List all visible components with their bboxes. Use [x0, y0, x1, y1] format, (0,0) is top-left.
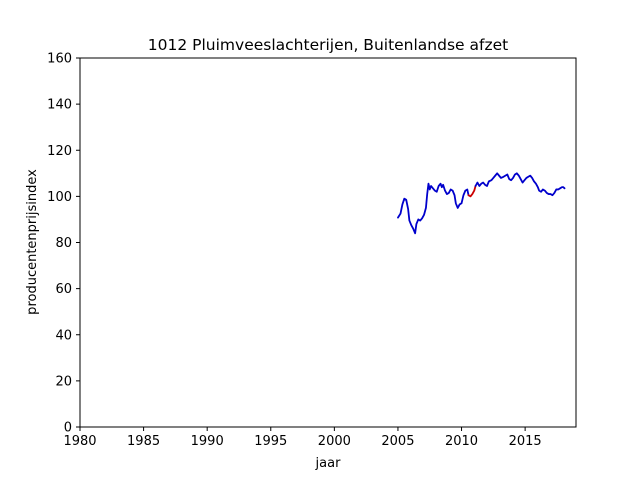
x-axis-title: jaar — [315, 456, 342, 471]
series-layer — [397, 172, 566, 235]
x-axis-ticks: 1980 1985 1990 1995 2000 2005 2010 2015 — [63, 427, 542, 449]
x-tick-label: 1980 — [63, 434, 96, 449]
series-line-2 — [467, 185, 477, 198]
plot-frame — [80, 58, 576, 427]
series-line-1 — [397, 182, 470, 235]
y-axis-ticks: 0 20 40 60 80 100 120 140 160 — [47, 52, 80, 436]
plot-area — [79, 57, 577, 428]
y-tick-label: 80 — [55, 236, 72, 251]
y-tick-label: 120 — [47, 144, 72, 159]
series-line-3 — [474, 172, 566, 197]
x-tick-label: 1990 — [191, 434, 224, 449]
chart-title: 1012 Pluimveeslachterijen, Buitenlandse … — [148, 36, 508, 54]
y-tick-label: 100 — [47, 190, 72, 205]
x-tick-label: 2010 — [445, 434, 478, 449]
x-tick-label: 1985 — [127, 434, 160, 449]
y-tick-label: 40 — [55, 328, 72, 343]
y-tick-label: 0 — [64, 421, 72, 436]
x-tick-label: 2015 — [509, 434, 542, 449]
y-tick-label: 160 — [47, 52, 72, 67]
x-tick-label: 2000 — [318, 434, 351, 449]
y-axis-title: producentenprijsindex — [25, 169, 40, 315]
y-tick-label: 140 — [47, 98, 72, 113]
y-tick-label: 20 — [55, 374, 72, 389]
y-tick-label: 60 — [55, 282, 72, 297]
x-tick-label: 2005 — [381, 434, 414, 449]
x-tick-label: 1995 — [254, 434, 287, 449]
